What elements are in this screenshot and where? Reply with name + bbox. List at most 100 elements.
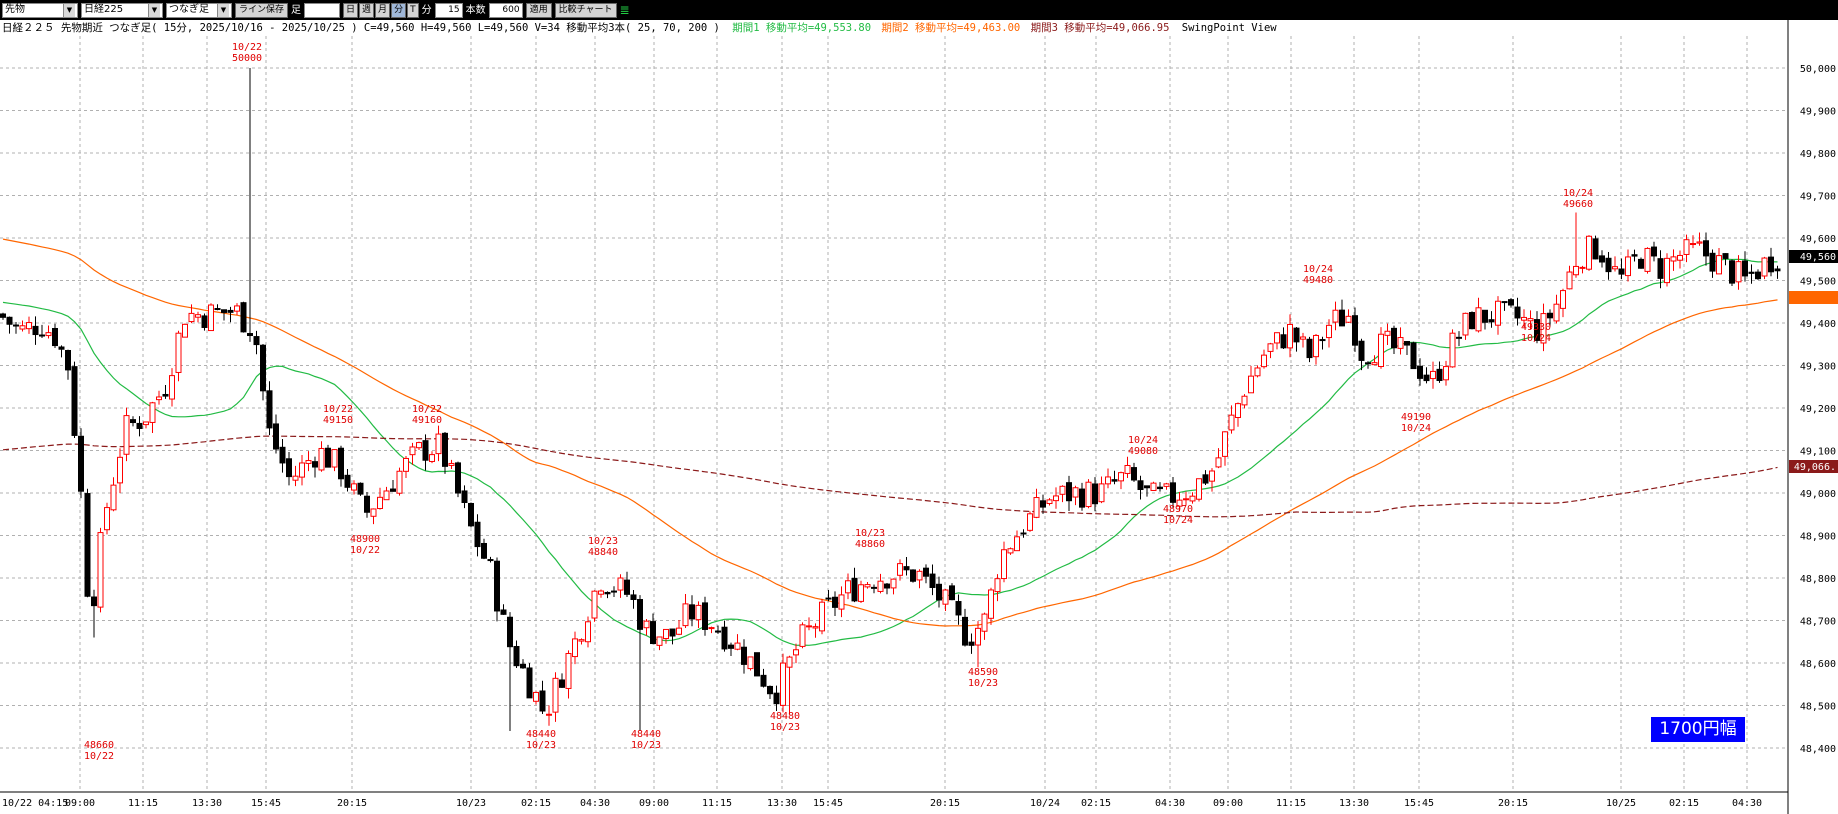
swing-date: 10/22: [323, 404, 353, 415]
candle-up: [383, 490, 390, 501]
candle-up: [169, 375, 175, 400]
swing-price: 49080: [1128, 446, 1158, 457]
candle-up: [1222, 431, 1228, 457]
ashi-input[interactable]: [304, 2, 341, 18]
contract-select[interactable]: つなぎ足 ▼: [166, 2, 232, 18]
period-button[interactable]: T: [407, 2, 419, 18]
period-button[interactable]: 日: [343, 2, 359, 18]
candle-up: [1735, 261, 1742, 283]
candle-down: [559, 679, 565, 688]
candle-up: [1124, 464, 1131, 474]
candle-down: [1631, 254, 1638, 257]
candle-up: [890, 578, 897, 589]
contract-select-value: つなぎ足: [169, 4, 209, 15]
candle-down: [871, 586, 877, 589]
candle-down: [1365, 362, 1371, 365]
candle-down: [526, 667, 533, 699]
candle-up: [1553, 303, 1560, 322]
candle-up: [981, 613, 988, 632]
minute-input[interactable]: 15: [434, 2, 463, 18]
candle-down: [520, 663, 526, 669]
save-line-button[interactable]: ライン保存: [235, 2, 289, 18]
period-button[interactable]: 月: [375, 2, 391, 18]
candle-down: [884, 583, 890, 589]
x-tick-label: 13:30: [192, 798, 222, 809]
candle-up: [916, 570, 923, 581]
candle-up: [572, 638, 578, 658]
candle-up: [1183, 498, 1189, 501]
candle-up: [1690, 243, 1696, 246]
candle-up: [435, 433, 442, 455]
candle-down: [325, 447, 331, 468]
swing-price: 48660: [84, 740, 114, 751]
swing-date: 10/24: [1563, 188, 1593, 199]
compare-chart-button[interactable]: 比較チャート: [554, 2, 617, 18]
candle-up: [1072, 487, 1079, 498]
chevron-down-icon[interactable]: ▼: [148, 3, 160, 17]
candle-up: [585, 621, 591, 643]
candle-up: [578, 639, 585, 642]
symbol-select[interactable]: 日経225 ▼: [81, 2, 163, 18]
candle-down: [390, 488, 396, 492]
candle-up: [676, 627, 682, 635]
candle-up: [682, 603, 689, 627]
bars-input[interactable]: 600: [488, 2, 523, 18]
candle-up: [45, 332, 52, 337]
candle-up: [156, 396, 162, 401]
market-select[interactable]: 先物 ▼: [2, 2, 78, 18]
y-tick-label: 48,900: [1800, 532, 1836, 543]
candle-down: [1144, 485, 1150, 489]
candle-up: [123, 415, 130, 455]
swing-date: 10/24: [1401, 423, 1431, 434]
x-tick-label: 20:15: [337, 798, 367, 809]
candle-down: [1352, 315, 1358, 346]
swing-price: 48860: [855, 539, 885, 550]
x-tick-label: 10/25: [1606, 798, 1636, 809]
candle-down: [1547, 312, 1553, 319]
candle-down: [1404, 341, 1410, 346]
candle-down: [1391, 327, 1397, 349]
axes: 48,400 48,500 48,600 48,700 48,800 48,900 49,0…: [0, 20, 1838, 814]
candle-down: [1170, 482, 1176, 503]
minute-label: 分: [421, 4, 432, 16]
candle-up: [1625, 256, 1631, 277]
candle-down: [1358, 340, 1365, 361]
period-button[interactable]: 週: [359, 2, 375, 18]
candle-down: [32, 325, 39, 336]
x-tick-label: 02:15: [1669, 798, 1699, 809]
candle-up: [1449, 332, 1456, 368]
candle-down: [825, 597, 832, 600]
candle-up: [318, 447, 325, 471]
candle-up: [1254, 367, 1261, 377]
candle-down: [702, 602, 708, 630]
period-button[interactable]: 分: [391, 2, 407, 18]
candle-up: [1267, 343, 1274, 352]
x-tick-label: 11:15: [128, 798, 158, 809]
candle-up: [1313, 334, 1319, 358]
candle-down: [1417, 365, 1423, 379]
candle-up: [1670, 256, 1677, 262]
candle-down: [78, 435, 84, 492]
chevron-down-icon[interactable]: ▼: [63, 3, 75, 17]
candle-up: [195, 314, 201, 318]
chart-lines-icon[interactable]: ≣: [619, 2, 630, 17]
candle-down: [1709, 252, 1716, 272]
chevron-down-icon[interactable]: ▼: [217, 3, 229, 17]
price-tag-text: 49,560: [1800, 252, 1836, 263]
candle-down: [1410, 342, 1417, 370]
candle-down: [929, 573, 936, 588]
symbol-select-value: 日経225: [84, 4, 124, 15]
candle-up: [845, 580, 851, 594]
apply-button[interactable]: 適用: [525, 2, 552, 18]
candle-down: [468, 502, 474, 527]
y-tick-label: 49,900: [1800, 107, 1836, 118]
candle-down: [1040, 500, 1046, 508]
candle-down: [1469, 312, 1475, 330]
candle-up: [403, 457, 409, 472]
candle-up: [1046, 499, 1053, 505]
